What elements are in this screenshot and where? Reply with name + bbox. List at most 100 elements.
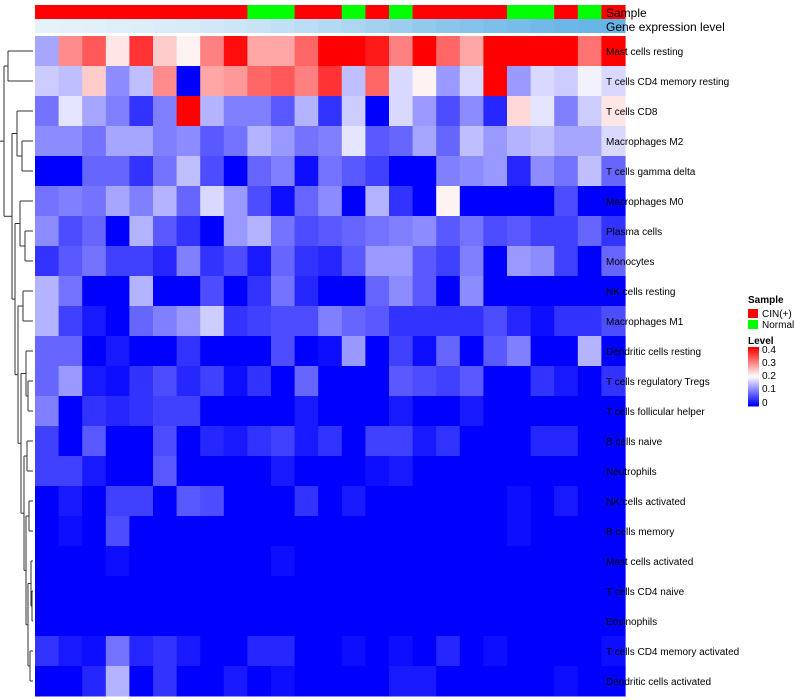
heatmap-cell-r7-c6 xyxy=(176,246,201,277)
heatmap-cell-r8-c16 xyxy=(412,276,437,307)
legend-gradient-step-22 xyxy=(748,390,759,393)
expression-cell-9 xyxy=(247,19,272,33)
heatmap-cell-r10-c16 xyxy=(412,336,437,367)
heatmap-cell-r5-c18 xyxy=(459,186,484,217)
heatmap-cell-r1-c2 xyxy=(82,66,107,97)
expression-cell-19 xyxy=(483,19,508,33)
heatmap-cell-r16-c0 xyxy=(35,516,60,547)
expression-cell-16 xyxy=(412,19,437,33)
heatmap-cell-r20-c18 xyxy=(459,636,484,667)
heatmap-cell-r18-c4 xyxy=(129,576,154,607)
heatmap-cell-r13-c20 xyxy=(507,426,532,457)
legend-gradient-step-17 xyxy=(748,380,759,383)
heatmap-cell-r6-c13 xyxy=(341,216,366,247)
heatmap-cell-r15-c23 xyxy=(577,486,602,517)
heatmap-cell-r21-c14 xyxy=(365,666,390,697)
legend-tick-0: 0 xyxy=(762,398,768,409)
heatmap-cell-r10-c11 xyxy=(294,336,319,367)
heatmap-cell-r7-c1 xyxy=(58,246,83,277)
heatmap-cell-r11-c22 xyxy=(554,366,579,397)
heatmap-cell-r6-c3 xyxy=(105,216,130,247)
heatmap-cell-r17-c6 xyxy=(176,546,201,577)
heatmap-cell-r16-c22 xyxy=(554,516,579,547)
heatmap-cell-r0-c14 xyxy=(365,36,390,67)
heatmap-cell-r17-c22 xyxy=(554,546,579,577)
heatmap-cell-r16-c9 xyxy=(247,516,272,547)
expression-cell-23 xyxy=(577,19,602,33)
heatmap-cell-r4-c6 xyxy=(176,156,201,187)
heatmap-cell-r15-c24 xyxy=(601,486,626,517)
heatmap-cell-r9-c19 xyxy=(483,306,508,337)
heatmap-cell-r16-c13 xyxy=(341,516,366,547)
expression-cell-3 xyxy=(105,19,130,33)
heatmap-cell-r13-c13 xyxy=(341,426,366,457)
heatmap-cell-r2-c10 xyxy=(271,96,296,127)
heatmap-cell-r1-c8 xyxy=(223,66,248,97)
heatmap-cell-r5-c3 xyxy=(105,186,130,217)
heatmap-cell-r0-c4 xyxy=(129,36,154,67)
heatmap-cell-r16-c19 xyxy=(483,516,508,547)
heatmap-cell-r0-c17 xyxy=(436,36,461,67)
legend-level-gradient xyxy=(748,347,759,407)
expression-cell-22 xyxy=(554,19,579,33)
heatmap-cell-r14-c13 xyxy=(341,456,366,487)
heatmap-cell-r2-c12 xyxy=(318,96,343,127)
heatmap-cell-r16-c23 xyxy=(577,516,602,547)
heatmap-cell-r16-c5 xyxy=(153,516,178,547)
heatmap-cell-r21-c9 xyxy=(247,666,272,697)
heatmap-cell-r10-c3 xyxy=(105,336,130,367)
heatmap-cell-r17-c14 xyxy=(365,546,390,577)
heatmap-cell-r3-c9 xyxy=(247,126,272,157)
heatmap-cell-r1-c16 xyxy=(412,66,437,97)
row-label-13: B cells naive xyxy=(606,437,663,448)
legend-label-cin: CIN(+) xyxy=(762,309,792,320)
heatmap-cell-r14-c10 xyxy=(271,456,296,487)
heatmap-cell-r17-c9 xyxy=(247,546,272,577)
heatmap-cell-r1-c4 xyxy=(129,66,154,97)
heatmap-cell-r13-c14 xyxy=(365,426,390,457)
sample-cell-17 xyxy=(436,5,461,19)
heatmap-cell-r3-c23 xyxy=(577,126,602,157)
heatmap-cell-r7-c12 xyxy=(318,246,343,277)
sample-cell-14 xyxy=(365,5,390,19)
heatmap-cell-r10-c18 xyxy=(459,336,484,367)
heatmap-cell-r2-c4 xyxy=(129,96,154,127)
heatmap-cell-r16-c11 xyxy=(294,516,319,547)
heatmap-cell-r20-c16 xyxy=(412,636,437,667)
row-labels: Mast cells resting T cells CD4 memory res… xyxy=(606,47,739,688)
heatmap-cell-r3-c19 xyxy=(483,126,508,157)
heatmap-cell-r3-c3 xyxy=(105,126,130,157)
heatmap-cell-r3-c14 xyxy=(365,126,390,157)
heatmap-cell-r10-c19 xyxy=(483,336,508,367)
heatmap-cell-r2-c14 xyxy=(365,96,390,127)
heatmap-cell-r5-c1 xyxy=(58,186,83,217)
expression-level-annotation-track xyxy=(35,19,626,33)
sample-cell-8 xyxy=(223,5,248,19)
heatmap-cell-r21-c11 xyxy=(294,666,319,697)
heatmap-cell-r18-c15 xyxy=(389,576,414,607)
heatmap-cell-r16-c14 xyxy=(365,516,390,547)
heatmap-cell-r1-c11 xyxy=(294,66,319,97)
row-label-17: Mast cells activated xyxy=(606,557,693,568)
heatmap-cell-r20-c15 xyxy=(389,636,414,667)
heatmap-cell-r9-c1 xyxy=(58,306,83,337)
heatmap-cell-r8-c11 xyxy=(294,276,319,307)
heatmap-cell-r16-c2 xyxy=(82,516,107,547)
heatmap-cell-r19-c7 xyxy=(200,606,225,637)
sample-cell-20 xyxy=(507,5,532,19)
heatmap-cell-r20-c8 xyxy=(223,636,248,667)
heatmap-cell-r20-c10 xyxy=(271,636,296,667)
heatmap-cell-r14-c19 xyxy=(483,456,508,487)
heatmap-cell-r6-c15 xyxy=(389,216,414,247)
heatmap-cell-r3-c17 xyxy=(436,126,461,157)
heatmap-cell-r9-c14 xyxy=(365,306,390,337)
sample-cell-18 xyxy=(459,5,484,19)
heatmap-cell-r20-c14 xyxy=(365,636,390,667)
heatmap-cell-r13-c2 xyxy=(82,426,107,457)
heatmap-cell-r12-c15 xyxy=(389,396,414,427)
heatmap-cell-r2-c8 xyxy=(223,96,248,127)
heatmap-cell-r2-c22 xyxy=(554,96,579,127)
heatmap-cell-r15-c10 xyxy=(271,486,296,517)
sample-cell-16 xyxy=(412,5,437,19)
heatmap-cell-r15-c12 xyxy=(318,486,343,517)
